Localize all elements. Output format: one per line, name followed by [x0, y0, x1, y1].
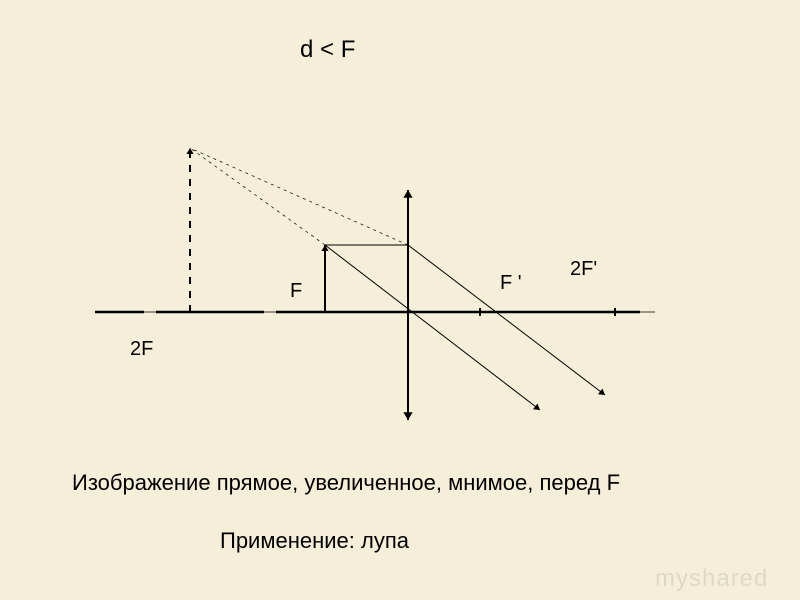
label-F-prime: F '	[500, 272, 522, 295]
label-2F-prime: 2F'	[570, 258, 597, 281]
label-F: F	[290, 280, 302, 303]
caption-application: Применение: лупа	[220, 528, 409, 554]
diagram-title: d < F	[300, 36, 355, 64]
watermark-text: myshared	[655, 565, 768, 593]
label-2F: 2F	[130, 338, 153, 361]
lens-diagram	[0, 0, 800, 600]
caption-description: Изображение прямое, увеличенное, мнимое,…	[72, 470, 620, 496]
